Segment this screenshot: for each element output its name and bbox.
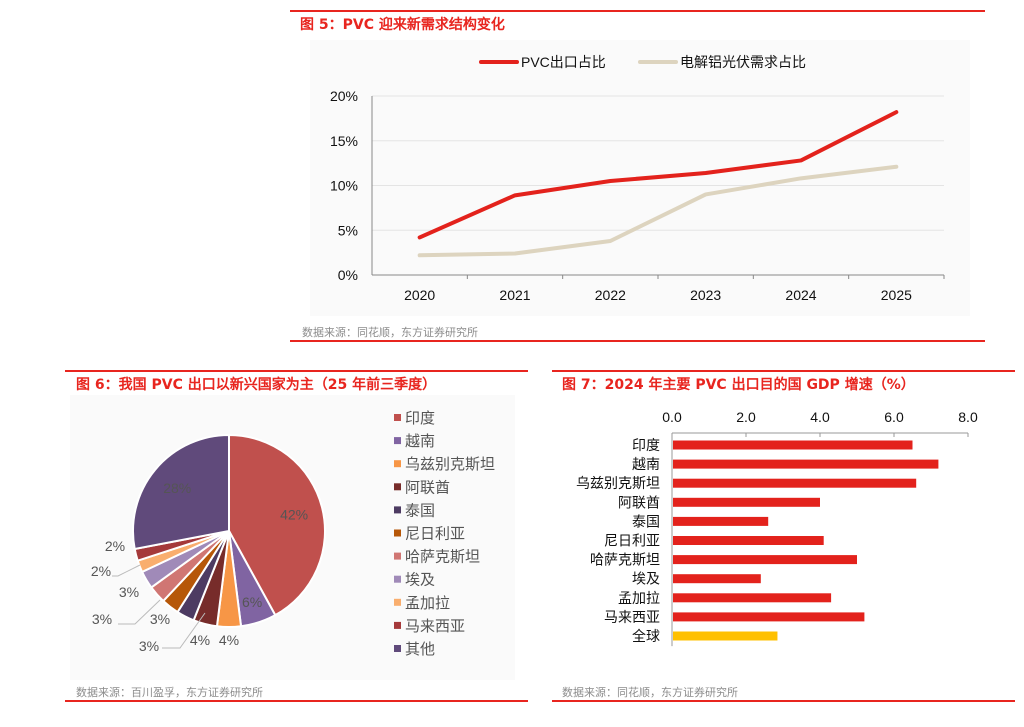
category-label: 越南 — [632, 456, 660, 472]
x-tick-label: 2021 — [499, 287, 530, 303]
x-tick-label: 2.0 — [736, 409, 756, 425]
legend-label: 泰国 — [405, 502, 435, 519]
figure7-source: 数据来源：同花顺，东方证券研究所 — [562, 686, 738, 699]
legend-swatch — [394, 575, 401, 583]
figure5-title: 图 5：PVC 迎来新需求结构变化 — [300, 17, 505, 33]
figure6-top-rule — [65, 370, 528, 372]
bar — [673, 478, 917, 488]
bar — [673, 516, 769, 526]
x-tick-label: 2024 — [785, 287, 816, 303]
figure7-top-rule — [552, 370, 1015, 372]
leader-line — [162, 612, 206, 649]
bar — [673, 497, 820, 507]
legend-swatch — [394, 437, 401, 445]
legend-swatch — [394, 483, 401, 491]
figure6-source: 数据来源：百川盈孚，东方证券研究所 — [76, 686, 263, 699]
legend-swatch — [394, 414, 401, 421]
legend-label: 越南 — [405, 433, 435, 450]
category-label: 泰国 — [632, 513, 660, 529]
legend-label: PVC出口占比 — [521, 54, 606, 70]
x-tick-label: 6.0 — [884, 409, 904, 425]
bar — [673, 555, 857, 565]
bar-chart: 0.0 2.0 4.0 6.0 8.0 印度越南乌兹别克斯坦阿联酋泰国尼日利亚哈萨克斯坦埃… — [576, 409, 978, 647]
bar — [673, 459, 939, 469]
category-label: 孟加拉 — [618, 590, 660, 606]
slice-label: 3% — [119, 584, 139, 600]
legend-label: 尼日利亚 — [405, 526, 465, 543]
series-line-0 — [417, 110, 899, 240]
y-tick-label: 0% — [338, 267, 358, 283]
series-line-1 — [417, 164, 899, 258]
slice-label: 3% — [150, 611, 170, 627]
line-chart: 0% 5% 10% 15% 20% 2020 2021 2022 2023 2024 2025 PVC… — [330, 54, 945, 303]
leader-line — [118, 599, 161, 625]
category-label: 全球 — [632, 628, 660, 644]
legend-swatch — [394, 460, 401, 468]
bar — [673, 631, 778, 641]
legend-swatch — [394, 621, 401, 629]
bar — [673, 612, 865, 622]
x-tick-label: 2025 — [881, 287, 912, 303]
figure5-top-rule — [290, 10, 985, 12]
y-tick-label: 15% — [330, 133, 358, 149]
y-tick-label: 10% — [330, 178, 358, 194]
legend-label: 埃及 — [405, 572, 435, 589]
category-label: 尼日利亚 — [604, 533, 660, 549]
figure6-title: 图 6：我国 PVC 出口以新兴国家为主（25 年前三季度） — [76, 377, 437, 393]
legend-swatch — [394, 506, 401, 514]
bar — [673, 593, 832, 603]
slice-label: 2% — [105, 538, 125, 554]
legend-swatch — [394, 552, 401, 560]
legend-swatch — [394, 529, 401, 537]
slice-label: 28% — [163, 480, 191, 496]
legend-label: 马来西亚 — [405, 618, 465, 635]
legend-swatch — [394, 598, 401, 606]
x-tick-label: 2022 — [595, 287, 626, 303]
legend-label: 印度 — [405, 410, 435, 427]
legend-swatch — [394, 645, 401, 652]
y-tick-label: 20% — [330, 88, 358, 104]
figure5-source: 数据来源：同花顺，东方证券研究所 — [302, 326, 478, 339]
x-tick-label: 2020 — [404, 287, 435, 303]
legend-label: 乌兹别克斯坦 — [405, 456, 495, 473]
pie-slice — [228, 433, 326, 617]
figure5-bottom-rule — [290, 340, 985, 342]
figure7-bottom-rule — [552, 700, 1015, 702]
category-label: 埃及 — [632, 571, 660, 587]
legend-label: 孟加拉 — [405, 595, 450, 612]
category-label: 印度 — [632, 437, 660, 453]
legend-label: 电解铝光伏需求占比 — [680, 54, 806, 70]
slice-label: 6% — [242, 594, 262, 610]
pie-slice — [132, 433, 230, 551]
legend-label: 哈萨克斯坦 — [405, 549, 480, 566]
figure7-title: 图 7：2024 年主要 PVC 出口目的国 GDP 增速（%） — [562, 377, 915, 393]
category-label: 哈萨克斯坦 — [590, 552, 660, 568]
bar — [673, 574, 761, 584]
category-label: 乌兹别克斯坦 — [576, 475, 660, 491]
category-label: 阿联酋 — [618, 494, 660, 510]
x-tick-label: 0.0 — [662, 409, 682, 425]
bar — [673, 536, 824, 545]
y-tick-label: 5% — [338, 222, 358, 238]
slice-label: 42% — [280, 506, 308, 522]
x-tick-label: 4.0 — [810, 409, 830, 425]
slice-label: 3% — [92, 611, 112, 627]
slice-label: 2% — [91, 563, 111, 579]
slice-label: 4% — [190, 632, 210, 648]
pie-chart: 42% 印度 6% 越南 4% 乌兹别克斯坦 4% 阿联酋 3% 泰国 3% 尼日利亚 3% 哈萨克斯坦 3… — [91, 410, 495, 658]
x-tick-label: 2023 — [690, 287, 721, 303]
figure6-bottom-rule — [65, 700, 528, 702]
legend-label: 其他 — [405, 641, 435, 658]
category-label: 马来西亚 — [604, 609, 660, 625]
slice-label: 4% — [219, 632, 239, 648]
legend-label: 阿联酋 — [405, 478, 450, 496]
slice-label: 3% — [139, 638, 159, 654]
x-tick-label: 8.0 — [958, 409, 978, 425]
bar — [673, 440, 913, 450]
leader-line — [112, 564, 141, 577]
